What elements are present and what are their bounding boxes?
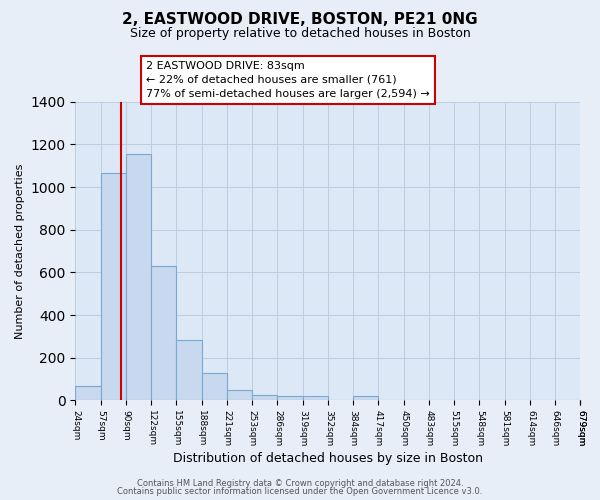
Bar bbox=[176, 340, 202, 400]
Text: Size of property relative to detached houses in Boston: Size of property relative to detached ho… bbox=[130, 28, 470, 40]
Bar bbox=[202, 372, 227, 400]
Bar bbox=[227, 390, 252, 400]
Y-axis label: Number of detached properties: Number of detached properties bbox=[15, 164, 25, 339]
Bar bbox=[353, 396, 379, 400]
Text: Contains HM Land Registry data © Crown copyright and database right 2024.: Contains HM Land Registry data © Crown c… bbox=[137, 478, 463, 488]
Bar bbox=[252, 395, 277, 400]
Text: 2 EASTWOOD DRIVE: 83sqm
← 22% of detached houses are smaller (761)
77% of semi-d: 2 EASTWOOD DRIVE: 83sqm ← 22% of detache… bbox=[146, 61, 430, 99]
Bar bbox=[126, 154, 151, 400]
Bar bbox=[101, 174, 126, 400]
Bar bbox=[76, 386, 101, 400]
X-axis label: Distribution of detached houses by size in Boston: Distribution of detached houses by size … bbox=[173, 452, 483, 465]
Text: Contains public sector information licensed under the Open Government Licence v3: Contains public sector information licen… bbox=[118, 487, 482, 496]
Bar bbox=[303, 396, 328, 400]
Bar bbox=[151, 266, 176, 400]
Text: 2, EASTWOOD DRIVE, BOSTON, PE21 0NG: 2, EASTWOOD DRIVE, BOSTON, PE21 0NG bbox=[122, 12, 478, 28]
Bar bbox=[277, 396, 303, 400]
